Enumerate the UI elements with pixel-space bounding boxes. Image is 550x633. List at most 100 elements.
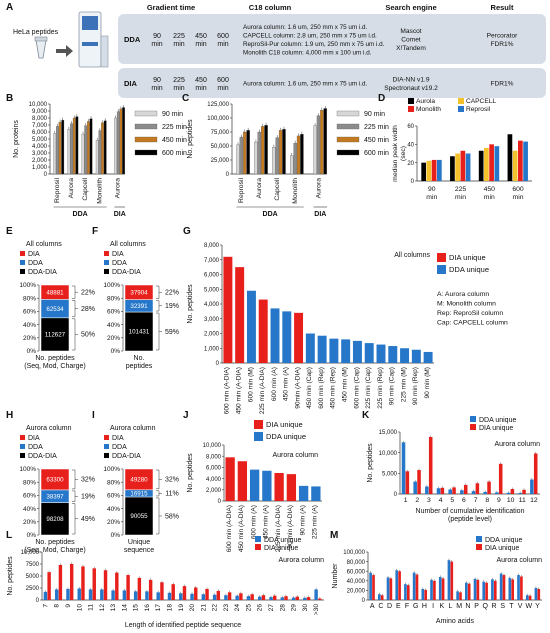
legend-swatch xyxy=(336,136,360,143)
bar xyxy=(205,588,209,600)
x-tick-label: 11 xyxy=(519,497,526,504)
bar xyxy=(250,594,254,600)
spectrometer-panel-icon xyxy=(82,42,98,46)
segment-value: 98208 xyxy=(46,516,64,523)
legend-label: DIA xyxy=(112,251,124,258)
axes-g: 0 1,000 2,000 3,000 4,000 5,000 6,000 7,000 8,00… xyxy=(187,243,508,414)
bar xyxy=(473,578,477,600)
segment-percent: 22% xyxy=(165,290,179,297)
chart-layer: AB C DE F GH I J KL M01,0002,0003,0004,0005,0006… xyxy=(6,2,542,629)
axes-m: 0 20,000 40,000 60,000 80,000 100,000 Number A C… xyxy=(332,536,542,625)
segment-value: 90055 xyxy=(130,513,148,520)
bar xyxy=(258,596,262,600)
bar xyxy=(133,591,138,600)
segment-percent: 22% xyxy=(81,289,95,296)
note-label: Rep: ReproSil column xyxy=(437,310,503,317)
bar xyxy=(495,492,499,494)
legend-swatch xyxy=(458,106,464,112)
y-tick-label: 0% xyxy=(111,348,121,355)
bar xyxy=(111,590,115,600)
legend-label: DIA unique xyxy=(479,425,513,432)
legend-swatch xyxy=(476,544,482,550)
legend-label: CAPCELL xyxy=(466,98,496,105)
segment-bracket xyxy=(72,469,76,490)
time-label: 225 min xyxy=(173,33,185,48)
bar xyxy=(313,125,317,175)
search-engine: Spectronaut v19.2 xyxy=(384,85,438,92)
legend-label: 450 min xyxy=(162,137,187,144)
bar xyxy=(389,578,393,600)
y-tick-label: 5,000 xyxy=(204,287,220,293)
time-label: 450 min xyxy=(195,33,207,48)
legend-label: DDA xyxy=(28,444,43,451)
mode-label: DIA xyxy=(124,79,138,88)
segment-percent: 49% xyxy=(81,516,95,523)
y-tick-label: 8,000 xyxy=(206,454,222,460)
bar xyxy=(517,575,520,600)
bar xyxy=(249,469,260,501)
chart-title: Aurora column xyxy=(26,425,72,432)
panel-letter-l: L xyxy=(6,530,12,541)
legend-swatch xyxy=(255,536,261,542)
legend-label: 600 min xyxy=(162,150,187,157)
bar xyxy=(156,592,160,600)
legend-label: DDA-DIA xyxy=(112,453,141,460)
x-tick-label: 18 xyxy=(166,604,173,612)
segment-percent: 32% xyxy=(81,477,95,484)
y-tick-label: 2,000 xyxy=(32,158,48,164)
x-tick-label: 600 min xyxy=(512,186,524,201)
bar xyxy=(421,588,425,600)
y-axis-label: No. peptides xyxy=(7,556,14,596)
bar xyxy=(103,570,108,600)
bar xyxy=(482,581,486,600)
x-tick-label: >30 xyxy=(313,604,320,616)
panel-letter-k: K xyxy=(362,410,370,421)
bar xyxy=(115,572,119,600)
legend-swatch xyxy=(134,149,158,156)
chart-title: Aurora column xyxy=(278,557,324,564)
bar xyxy=(274,473,284,501)
axes-b: 01,0002,0003,0004,0005,0006,0007,0008,00… xyxy=(13,102,187,218)
x-tick-label: 225 min (Cap) xyxy=(365,367,372,409)
bar xyxy=(412,572,416,600)
y-tick-label: 40% xyxy=(107,506,120,513)
y-axis-label: median peak width(sec) xyxy=(392,125,407,182)
bar xyxy=(398,571,401,600)
x-tick-label: Aurora xyxy=(115,178,122,199)
segment-value: 48881 xyxy=(46,289,64,296)
x-tick-label: 450 min (Cap) xyxy=(306,367,313,409)
x-tick-label: A xyxy=(370,603,375,610)
legend-label: 90 min xyxy=(162,111,183,118)
legend-label: 225 min xyxy=(364,124,389,131)
x-tick-label: W xyxy=(525,603,532,610)
group-label: DDA xyxy=(73,211,88,218)
y-tick-label: 0% xyxy=(111,532,121,539)
legend-swatch xyxy=(20,435,25,440)
axes-j: 0 2,000 4,000 6,000 8,000 10,000 No. peptides 6… xyxy=(187,420,322,552)
column-spec: CAPCELL column: 2.8 um, 250 mm x 75 um i… xyxy=(243,32,377,39)
x-tick-label: 450 min (M) xyxy=(341,367,348,402)
y-tick-label: 80,000 xyxy=(347,560,366,566)
x-tick-label: V xyxy=(518,603,523,610)
bar xyxy=(440,487,445,494)
x-tick-label: 16 xyxy=(144,604,151,612)
legend-label: DIA unique xyxy=(485,545,519,552)
x-tick-label: 7 xyxy=(474,497,478,504)
bar xyxy=(493,580,497,600)
bar xyxy=(430,579,433,600)
segment-bracket xyxy=(156,469,160,490)
bar xyxy=(478,150,484,181)
legend-label: DDA-DIA xyxy=(112,269,141,276)
legend-swatch xyxy=(20,269,25,274)
legend-label: DIA xyxy=(28,435,40,442)
bar-segment xyxy=(124,284,154,300)
legend-label: DDA unique xyxy=(485,537,522,544)
bar xyxy=(235,267,245,363)
stacked-e: All columns DIA DDA DDA-DIA 0% 20% 40% 60% 80% 10… xyxy=(19,241,95,370)
segment-bracket xyxy=(156,285,160,299)
y-axis-label: No. proteins xyxy=(13,120,20,158)
y-tick-label: 125,000 xyxy=(207,102,229,108)
x-tick-label: 11 xyxy=(88,604,95,611)
x-tick-label: 12 xyxy=(99,604,106,612)
